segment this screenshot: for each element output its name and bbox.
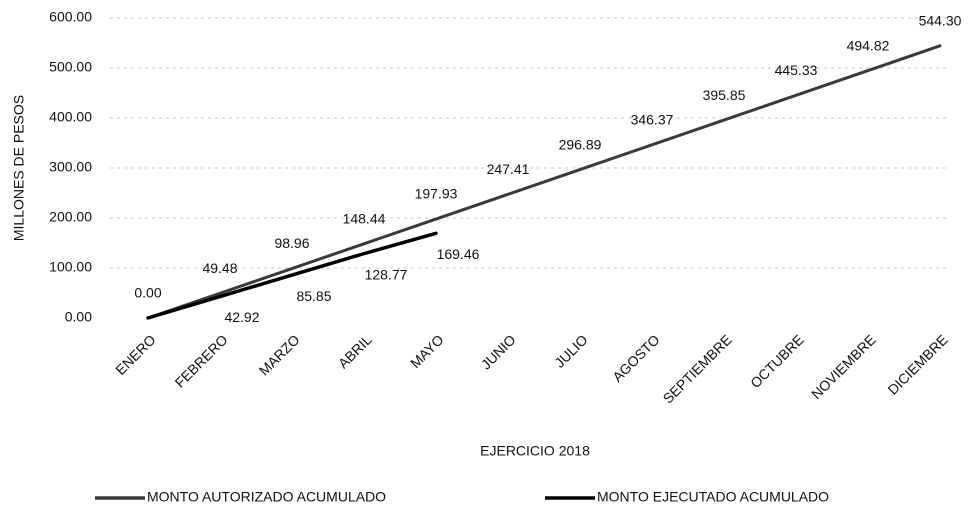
y-axis-title: MILLONES DE PESOS [11,95,27,241]
data-label: 42.92 [224,309,259,325]
data-label: 85.85 [296,288,331,304]
x-tick-label: DICIEMBRE [884,331,950,397]
data-label: 346.37 [631,112,674,128]
y-tick-label: 500.00 [49,59,92,75]
data-label: 247.41 [487,161,530,177]
y-tick-label: 300.00 [49,159,92,175]
data-label: 395.85 [703,87,746,103]
legend-label: MONTO AUTORIZADO ACUMULADO [147,489,386,505]
data-label: 0.00 [134,285,161,301]
data-label: 98.96 [274,235,309,251]
data-label: 128.77 [365,266,408,282]
data-label: 148.44 [343,210,386,226]
x-tick-label: JULIO [551,331,590,370]
data-label: 49.48 [202,260,237,276]
x-axis-title: EJERCICIO 2018 [480,443,590,459]
y-tick-label: 200.00 [49,209,92,225]
x-tick-label: MARZO [256,331,303,378]
data-label: 169.46 [437,246,480,262]
x-tick-label: ENERO [112,331,159,378]
y-tick-label: 400.00 [49,109,92,125]
series-line [146,231,438,320]
data-label: 544.30 [919,13,962,29]
y-tick-label: 100.00 [49,259,92,275]
series-line [146,44,942,320]
data-label: 494.82 [847,37,890,53]
y-tick-label: 600.00 [49,9,92,25]
x-tick-label: NOVIEMBRE [808,331,879,402]
x-tick-label: JUNIO [478,331,519,372]
x-tick-label: SEPTIEMBRE [660,331,735,406]
x-tick-label: OCTUBRE [747,331,807,391]
x-tick-label: ABRIL [335,331,375,371]
x-tick-label: MAYO [407,331,447,371]
x-tick-label: AGOSTO [609,331,663,385]
data-label: 197.93 [415,186,458,202]
data-label: 296.89 [559,136,602,152]
data-label: 445.33 [775,62,818,78]
x-tick-label: FEBRERO [172,331,231,390]
legend-label: MONTO EJECUTADO ACUMULADO [597,489,829,505]
y-tick-label: 0.00 [65,309,92,325]
